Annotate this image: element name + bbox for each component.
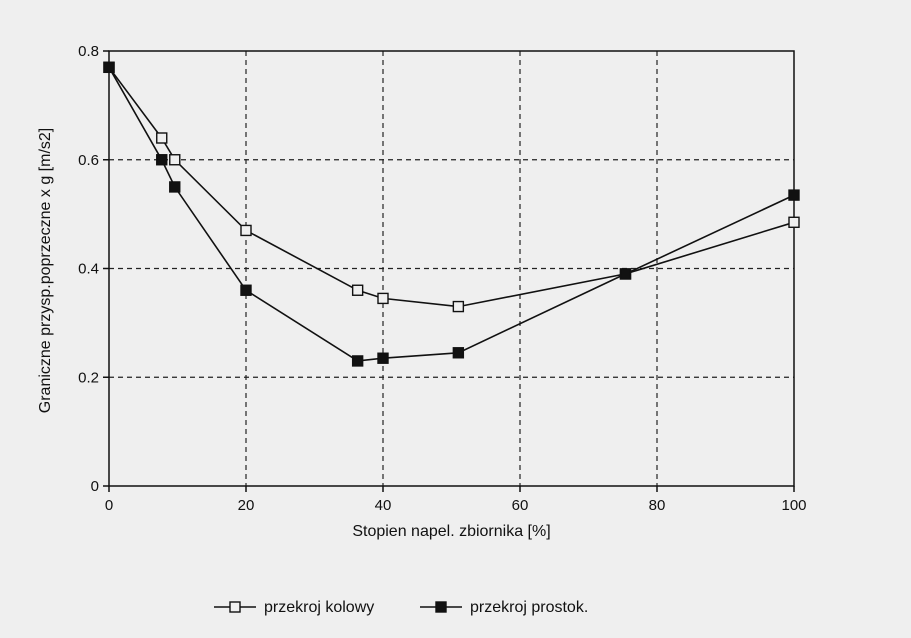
data-point-series-2 xyxy=(788,189,800,201)
ticks-layer: 0 20 40 60 80 100 0 0.2 0.4 0.6 0.8 xyxy=(78,43,806,514)
grid-layer xyxy=(109,51,794,486)
data-point-series-1 xyxy=(452,300,465,313)
data-point-series-1 xyxy=(788,216,800,228)
x-tick-label: 0 xyxy=(105,497,113,514)
data-point-series-1 xyxy=(377,292,389,305)
data-point-series-1 xyxy=(169,154,181,166)
legend-label-2: przekroj prostok. xyxy=(470,599,588,616)
y-tick-label: 0 xyxy=(91,478,99,495)
data-point-series-1 xyxy=(156,132,168,144)
series-line-1 xyxy=(108,66,795,308)
x-tick-label: 60 xyxy=(512,497,529,514)
data-point-series-2 xyxy=(351,355,364,367)
data-point-series-1 xyxy=(351,284,364,296)
legend-marker-1 xyxy=(229,601,241,613)
x-tick-label: 80 xyxy=(649,497,666,514)
data-point-series-2 xyxy=(619,268,632,280)
y-tick-label: 0.6 xyxy=(78,152,99,169)
series-layer xyxy=(103,61,800,367)
x-axis-label: Stopien napel. zbiornika [%] xyxy=(352,523,550,540)
x-tick-label: 100 xyxy=(781,497,806,514)
data-point-series-2 xyxy=(377,352,389,364)
data-point-series-2 xyxy=(156,154,168,166)
data-point-series-1 xyxy=(240,224,252,237)
y-tick-label: 0.2 xyxy=(78,369,99,386)
data-point-series-2 xyxy=(240,284,252,296)
legend-marker-2 xyxy=(435,601,447,613)
x-tick-label: 20 xyxy=(238,497,255,514)
legend: przekroj kolowy przekroj prostok. xyxy=(214,599,588,616)
x-tick-label: 40 xyxy=(375,497,392,514)
y-tick-label: 0.8 xyxy=(78,43,99,60)
legend-label-1: przekroj kolowy xyxy=(264,599,374,616)
data-point-series-2 xyxy=(103,61,115,74)
data-point-series-2 xyxy=(452,347,465,359)
y-axis-label: Graniczne przysp.poprzeczne x g [m/s2] xyxy=(37,128,54,413)
y-tick-label: 0.4 xyxy=(78,261,99,278)
series-line-2 xyxy=(108,66,795,362)
data-point-series-2 xyxy=(169,181,181,193)
